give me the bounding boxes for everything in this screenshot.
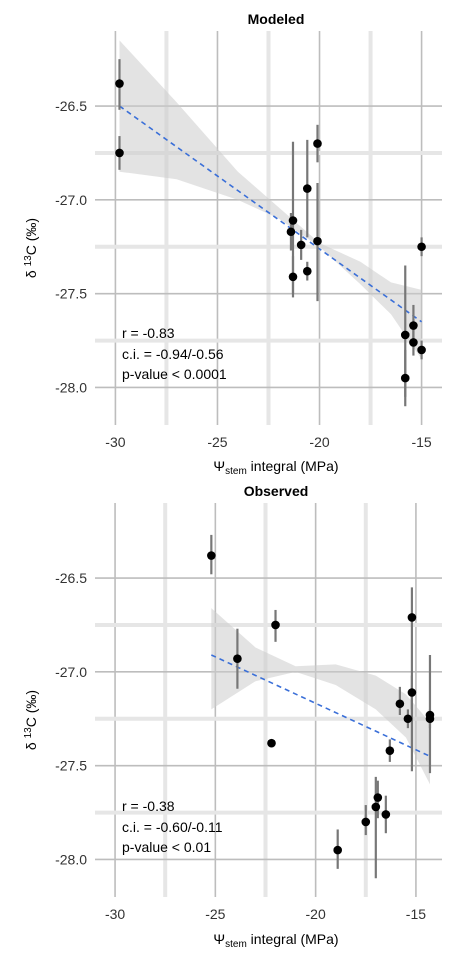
data-point (288, 272, 298, 282)
data-point (115, 148, 124, 158)
y-tick-label: -28.0 (55, 851, 87, 867)
y-tick-label: -27.0 (55, 192, 87, 208)
panel-observed: -28.0 -27.5 -27.0 -26.5 -30 -25 -20 -15 Observ… (23, 483, 442, 950)
grid-layer (95, 503, 442, 897)
y-tick-label: -27.0 (55, 664, 87, 680)
data-point (361, 817, 371, 827)
chart-title: Observed (244, 483, 309, 499)
data-point (400, 373, 410, 383)
x-tick-label: -15 (411, 434, 431, 450)
point-layer (115, 79, 426, 383)
data-point (333, 845, 342, 855)
data-point (313, 139, 322, 148)
data-point (400, 330, 410, 340)
ytick-labels: -28.0 -27.5 -27.0 -26.5 (55, 98, 87, 395)
x-tick-label: -20 (306, 906, 326, 922)
data-point (417, 242, 426, 252)
data-point (233, 654, 242, 664)
data-point (302, 184, 312, 193)
data-point (385, 746, 395, 755)
data-point (313, 236, 322, 246)
annotation-r: r = -0.83 (122, 325, 175, 341)
data-point (207, 551, 216, 560)
data-point (271, 620, 280, 630)
point-layer (207, 551, 435, 855)
regression-line (119, 105, 423, 323)
data-point (403, 714, 413, 724)
data-point (373, 793, 383, 802)
data-point (371, 802, 381, 812)
x-axis-label: Ψstem integral (MPa) (213, 458, 338, 477)
panel-modeled: -28.0 -27.5 -27.0 -26.5 -30 -25 -20 -15 Modele… (23, 11, 442, 477)
annotation-r: r = -0.38 (122, 798, 175, 814)
x-tick-label: -30 (105, 434, 125, 450)
chart-title: Modeled (248, 11, 305, 27)
data-point (409, 321, 418, 330)
x-tick-label: -25 (205, 906, 225, 922)
x-tick-label: -30 (105, 906, 125, 922)
ytick-labels: -28.0 -27.5 -27.0 -26.5 (55, 570, 87, 867)
data-point (417, 345, 426, 355)
annotation-ci: c.i. = -0.60/-0.11 (122, 819, 223, 835)
data-point (425, 714, 435, 724)
confidence-band (211, 608, 430, 785)
data-point (409, 338, 418, 347)
x-tick-label: -25 (207, 434, 227, 450)
annotation-ci: c.i. = -0.94/-0.56 (122, 346, 224, 362)
data-point (407, 688, 417, 697)
data-point (115, 79, 124, 88)
x-tick-label: -15 (406, 906, 426, 922)
data-point (288, 216, 298, 225)
xtick-labels: -30 -25 -20 -15 (105, 434, 432, 450)
annotation-pvalue: p-value < 0.0001 (122, 366, 227, 382)
y-tick-label: -26.5 (55, 570, 87, 586)
xtick-labels: -30 -25 -20 -15 (105, 906, 426, 922)
data-point (286, 227, 296, 237)
data-point (302, 266, 312, 276)
data-point (267, 738, 276, 748)
data-point (381, 810, 391, 819)
band-layer (211, 608, 430, 785)
data-point (407, 613, 417, 622)
y-tick-label: -28.0 (55, 379, 87, 395)
y-axis-label: δ 13C (‰) (23, 218, 39, 278)
fit-layer (119, 105, 423, 323)
y-tick-label: -27.5 (55, 286, 87, 302)
y-tick-label: -26.5 (55, 98, 87, 114)
x-tick-label: -20 (309, 434, 329, 450)
data-point (296, 240, 306, 250)
x-axis-label: Ψstem integral (MPa) (213, 931, 338, 950)
y-tick-label: -27.5 (55, 758, 87, 774)
data-point (395, 699, 405, 709)
regression-line (210, 654, 431, 758)
annotation-pvalue: p-value < 0.01 (122, 839, 211, 855)
y-axis-label: δ 13C (‰) (23, 690, 39, 750)
fit-layer (210, 654, 431, 758)
